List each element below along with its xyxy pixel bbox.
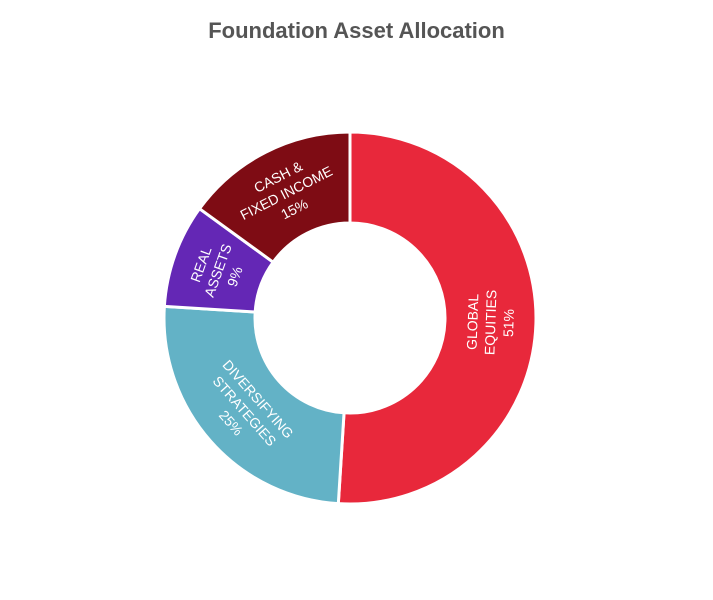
slice-global-equities [336,130,538,506]
slice-cash-and-fixed-income [197,130,352,265]
slice-label-line: 51% [500,309,517,338]
slice-label-global-equities: GLOBALEQUITIES51% [463,289,517,356]
chart-title: Foundation Asset Allocation [208,18,505,43]
slice-diversifying-strategies [162,304,346,506]
slice-label-line: GLOBAL [464,293,482,350]
slices [162,130,538,506]
slice-label-line: EQUITIES [481,289,499,355]
slice-label-line: 9% [224,264,246,288]
